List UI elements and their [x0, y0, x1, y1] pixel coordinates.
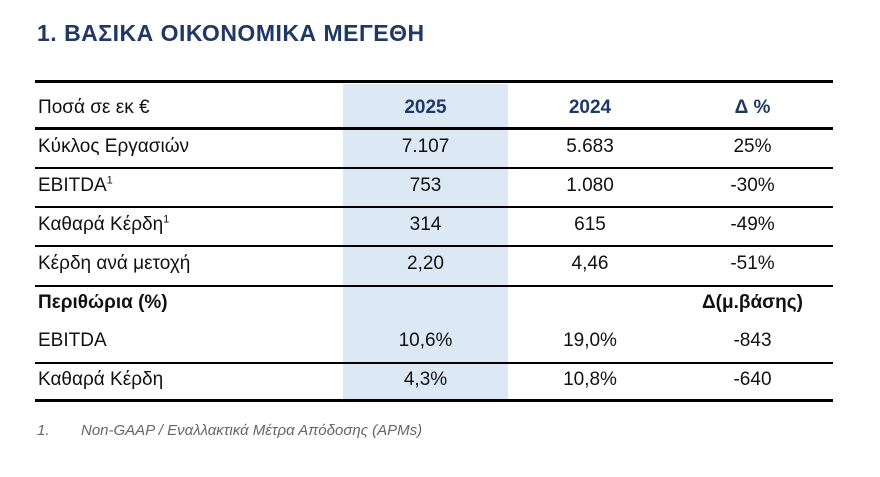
cell: 314: [409, 213, 442, 235]
footnote-ref: 1: [106, 174, 113, 187]
rule: [35, 167, 833, 169]
cell: 615: [574, 213, 606, 235]
cell: -51%: [730, 252, 775, 274]
footnote: 1. Non-GAAP / Εναλλακτικά Μέτρα Απόδοσης …: [37, 422, 422, 439]
cell: 4,3%: [403, 369, 448, 391]
cell: 5.683: [566, 135, 614, 157]
cell: 2025: [404, 97, 447, 118]
row-label: Καθαρά Κέρδη: [38, 361, 338, 399]
cell: 1.080: [566, 174, 614, 196]
rule: [35, 245, 833, 247]
cell: -49%: [730, 213, 775, 235]
cell: -843: [733, 330, 772, 352]
cell: 25%: [733, 135, 772, 157]
footnote-number: 1.: [37, 422, 50, 439]
cell: 2024: [568, 97, 612, 118]
header-cell: Ποσά σε εκ €: [38, 97, 150, 118]
label-text: Κέρδη ανά μετοχή: [38, 252, 191, 274]
footnote-ref: 1: [163, 213, 170, 226]
rule: [35, 206, 833, 208]
cell: 4,46: [571, 252, 609, 274]
label-text: Περιθώρια (%): [38, 291, 168, 313]
row-label: Κέρδη ανά μετοχή: [38, 245, 338, 283]
highlight-column: [343, 84, 508, 399]
cell: 10,6%: [398, 330, 453, 352]
row-label: Καθαρά Κέρδη1: [38, 206, 338, 244]
cell: 10,8%: [563, 369, 617, 391]
rule: [35, 127, 833, 130]
cell: -30%: [730, 174, 775, 196]
title: 1. ΒΑΣΙΚΑ ΟΙΚΟΝΟΜΙΚΑ ΜΕΓΕΘΗ: [37, 20, 425, 46]
footnote-text: Non-GAAP / Εναλλακτικά Μέτρα Απόδοσης (A…: [81, 422, 423, 439]
cell: -640: [733, 369, 772, 391]
label-text: Καθαρά Κέρδη: [38, 369, 164, 391]
label-text: EBITDA: [38, 174, 107, 196]
cell: 7.107: [401, 135, 450, 157]
row-label: Κύκλος Εργασιών: [38, 128, 338, 166]
label-text: Κύκλος Εργασιών: [38, 135, 190, 157]
cell: Δ(μ.βάσης): [702, 291, 803, 313]
rule: [35, 362, 833, 364]
rule: [35, 285, 833, 287]
cell: 19,0%: [563, 330, 617, 352]
rule: [35, 399, 833, 402]
cell: 753: [409, 174, 442, 196]
cell: Δ %: [734, 97, 771, 118]
cell: 2,20: [407, 252, 444, 274]
row-label: EBITDA: [38, 322, 338, 360]
label-text: EBITDA: [38, 330, 107, 352]
label-text: Καθαρά Κέρδη: [38, 213, 164, 235]
row-label: EBITDA1: [38, 167, 338, 205]
row-label: Περιθώρια (%): [38, 284, 338, 322]
rule: [35, 80, 833, 83]
